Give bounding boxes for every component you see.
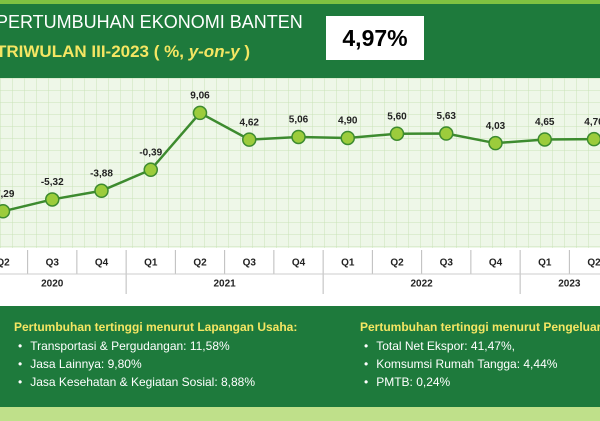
header: PERTUMBUHAN EKONOMI BANTEN TRIWULAN III-…: [0, 0, 600, 78]
marker: [439, 126, 454, 141]
highlight-item: Jasa Kesehatan & Kegiatan Sosial: 8,88%: [18, 375, 297, 389]
subtitle-part: y-on-y: [188, 42, 240, 61]
x-tick-label: Q4: [489, 258, 503, 269]
grid: [0, 78, 600, 248]
x-tick-label: Q4: [95, 258, 109, 269]
marker: [389, 126, 405, 141]
value-label: -5,32: [41, 177, 64, 188]
x-tick-label: Q3: [243, 258, 257, 269]
value-label: 4,62: [240, 117, 260, 128]
highlight-column: Pertumbuhan tertinggi menurut Lapangan U…: [14, 320, 297, 393]
marker: [537, 132, 552, 147]
highlight-heading: Pertumbuhan tertinggi menurut Pengeluara…: [360, 320, 600, 334]
subtitle-part: TRIWULAN III-2023 ( %,: [0, 42, 189, 61]
highlights-panel: Pertumbuhan tertinggi menurut Lapangan U…: [0, 306, 600, 421]
marker: [291, 129, 306, 145]
value-label: 4,65: [535, 117, 555, 128]
highlight-item: Transportasi & Pergudangan: 11,58%: [18, 339, 297, 353]
x-tick-label: Q2: [193, 258, 207, 269]
value-label: 5,63: [437, 111, 457, 122]
x-tick-label: Q1: [538, 258, 552, 269]
marker: [242, 132, 257, 147]
value-label: -7,29: [0, 189, 15, 200]
marker: [488, 135, 503, 151]
year-label: 2020: [41, 279, 64, 290]
highlight-item: Jasa Lainnya: 9,80%: [18, 357, 297, 371]
x-tick-label: Q4: [292, 258, 306, 269]
highlight-item: PMTB: 0,24%: [364, 375, 600, 389]
marker: [586, 131, 600, 147]
subtitle: TRIWULAN III-2023 ( %, y-on-y ): [0, 42, 250, 62]
value-label: -3,88: [90, 168, 113, 179]
x-tick-label: Q3: [440, 258, 454, 269]
axis-band: [0, 248, 600, 306]
x-tick-label: Q2: [390, 258, 404, 269]
subtitle-part: ): [239, 42, 251, 61]
marker: [192, 105, 208, 121]
marker: [45, 192, 60, 207]
value-label: 5,60: [387, 111, 407, 122]
year-label: 2023: [558, 279, 581, 290]
chart: -7,29 -5,32 -3,88 -0,39 9,06 4,62 5,06 4,90 5,60…: [0, 78, 600, 306]
value-label: 9,06: [190, 91, 210, 102]
marker: [94, 183, 109, 199]
value-label: 4,70: [584, 117, 600, 128]
value-label: 4,90: [338, 116, 358, 127]
x-tick-label: Q1: [341, 258, 355, 269]
x-tick-label: Q2: [0, 258, 10, 269]
highlight-column: Pertumbuhan tertinggi menurut Pengeluara…: [360, 320, 600, 393]
marker: [143, 162, 158, 178]
marker: [340, 130, 355, 146]
x-tick-label: Q2: [587, 258, 600, 269]
headline-value: 4,97%: [326, 16, 424, 60]
x-tick-label: Q3: [46, 258, 60, 269]
x-tick-label: Q1: [144, 258, 158, 269]
year-label: 2021: [214, 279, 237, 290]
value-label: 4,03: [486, 121, 506, 132]
value-label: -0,39: [139, 147, 162, 158]
marker: [0, 204, 11, 219]
highlight-heading: Pertumbuhan tertinggi menurut Lapangan U…: [14, 320, 298, 334]
highlight-item: Komsumsi Rumah Tangga: 4,44%: [364, 357, 600, 371]
title: PERTUMBUHAN EKONOMI BANTEN: [0, 12, 303, 32]
value-label: 5,06: [289, 115, 309, 126]
highlight-item: Total Net Ekspor: 41,47%,: [364, 339, 600, 353]
year-label: 2022: [411, 279, 434, 290]
